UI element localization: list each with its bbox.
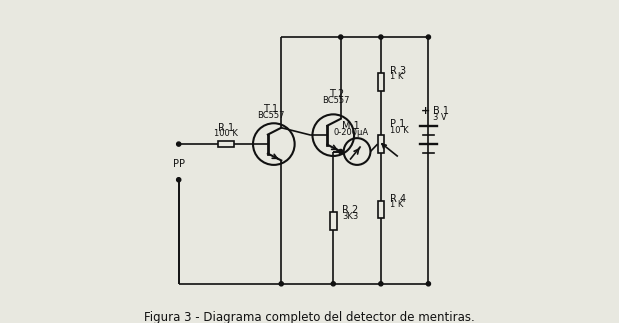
Text: P 1: P 1 (390, 119, 405, 129)
Circle shape (331, 282, 335, 286)
Text: 10 K: 10 K (390, 126, 409, 135)
Bar (378, 73, 384, 90)
Circle shape (379, 282, 383, 286)
Text: BC557: BC557 (257, 111, 285, 120)
Text: R 4: R 4 (390, 193, 406, 203)
Circle shape (339, 35, 343, 39)
Text: BC557: BC557 (322, 97, 350, 105)
Circle shape (176, 178, 181, 182)
Text: Figura 3 - Diagrama completo del detector de mentiras.: Figura 3 - Diagrama completo del detecto… (144, 310, 475, 323)
Text: 100 K: 100 K (214, 129, 238, 138)
Text: T 2: T 2 (329, 89, 344, 99)
Text: 1 K: 1 K (390, 200, 403, 209)
Text: +: + (421, 106, 430, 116)
Text: 3K3: 3K3 (342, 212, 358, 221)
Text: R 3: R 3 (390, 66, 406, 76)
Circle shape (426, 35, 430, 39)
Text: PP: PP (173, 159, 184, 169)
Bar (218, 141, 235, 147)
Text: 0-200μA: 0-200μA (334, 128, 369, 137)
Circle shape (339, 150, 343, 154)
Text: 1 K: 1 K (390, 72, 403, 81)
Text: M 1: M 1 (342, 121, 360, 131)
Bar (378, 135, 384, 153)
Circle shape (426, 282, 430, 286)
Bar (378, 201, 384, 218)
Circle shape (279, 282, 284, 286)
Circle shape (176, 142, 181, 146)
Text: 3 V: 3 V (433, 113, 447, 122)
Circle shape (379, 35, 383, 39)
Text: T 1: T 1 (263, 104, 279, 114)
Text: R 1: R 1 (219, 123, 235, 133)
Text: R 2: R 2 (342, 205, 358, 215)
Bar (330, 213, 337, 230)
Text: B 1: B 1 (433, 106, 449, 116)
